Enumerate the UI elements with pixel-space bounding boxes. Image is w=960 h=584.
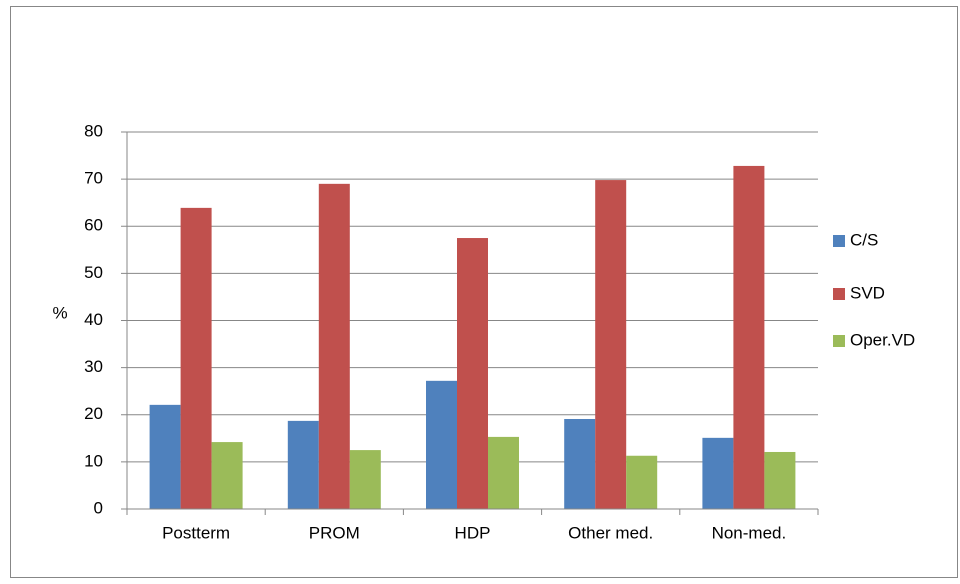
y-tick-label: 80 (84, 121, 103, 140)
legend-swatch (833, 235, 845, 247)
y-tick-label: 50 (84, 263, 103, 282)
y-tick-label: 30 (84, 357, 103, 376)
x-tick-label: HDP (455, 523, 491, 542)
x-tick-label: Non-med. (712, 523, 787, 542)
y-tick-label: 70 (84, 169, 103, 188)
bar (287, 420, 319, 509)
y-tick-label: 0 (94, 498, 103, 517)
bar (457, 238, 488, 509)
bar (764, 451, 796, 509)
bar (626, 455, 658, 509)
bar (211, 442, 243, 509)
legend-label: SVD (850, 283, 885, 302)
legend-label: C/S (850, 230, 878, 249)
bar (349, 450, 381, 509)
bar (318, 183, 350, 509)
y-axis-label: % (52, 303, 67, 322)
y-tick-label: 60 (84, 216, 103, 235)
bar (564, 418, 596, 509)
bar (702, 437, 734, 509)
y-tick-label: 10 (84, 451, 103, 470)
bar (733, 165, 765, 509)
x-tick-label: Other med. (568, 523, 653, 542)
x-tick-label: PROM (309, 523, 360, 542)
bar (595, 180, 627, 509)
legend-swatch (833, 288, 845, 300)
legend-label: Oper.VD (850, 330, 915, 349)
x-tick-label: Postterm (162, 523, 230, 542)
legend-swatch (833, 335, 845, 347)
y-tick-label: 40 (84, 310, 103, 329)
bar (149, 404, 181, 509)
y-tick-label: 20 (84, 404, 103, 423)
bar (180, 207, 212, 509)
bar (426, 380, 457, 509)
bar (488, 436, 519, 509)
